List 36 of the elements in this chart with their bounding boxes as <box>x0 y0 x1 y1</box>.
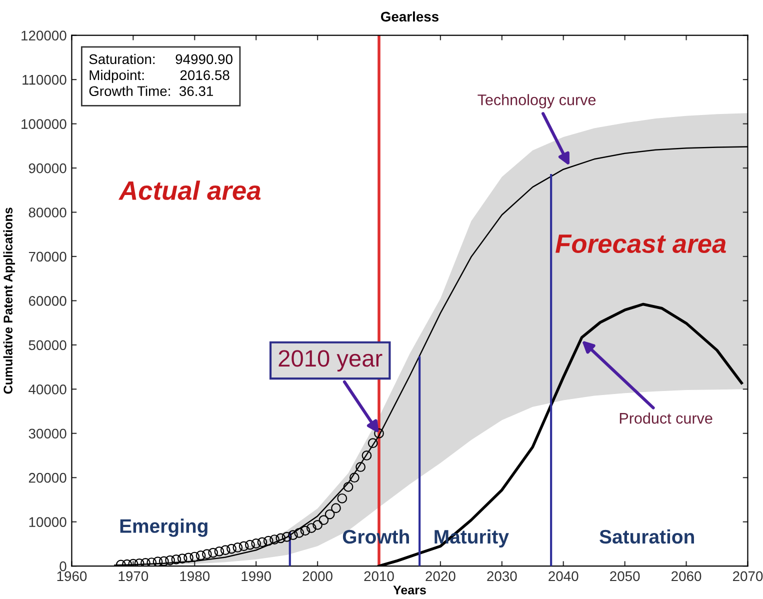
y-tick-label: 110000 <box>22 74 66 85</box>
y-tick-label: 100000 <box>22 119 66 129</box>
y-tick-label: 60000 <box>28 296 66 306</box>
annotation: Product curve <box>620 412 712 424</box>
annotation: Technology curve <box>478 94 596 108</box>
x-tick-label: 2030 <box>487 571 517 582</box>
y-tick-label: 70000 <box>28 252 66 262</box>
annotation: Saturation <box>600 529 694 544</box>
y-axis-title: Cumulative Patent Applications <box>3 208 15 394</box>
x-tick-label: 1960 <box>57 571 87 582</box>
y-tick-label: 40000 <box>28 384 66 394</box>
x-axis-title: Years <box>393 586 426 594</box>
annotation: Emerging <box>120 518 208 537</box>
annotation: Forecast area <box>556 234 726 254</box>
x-tick-label: 2060 <box>672 571 702 582</box>
x-tick-label: 2020 <box>426 571 456 582</box>
y-tick-label: 10000 <box>29 517 66 527</box>
y-tick-label: 0 <box>60 561 66 572</box>
x-tick-label: 2000 <box>302 571 332 582</box>
y-tick-label: 50000 <box>28 340 66 350</box>
x-tick-label: 2050 <box>610 571 640 582</box>
y-tick-label: 120000 <box>22 30 66 41</box>
x-tick-label: 1980 <box>180 571 210 582</box>
x-tick-label: 1970 <box>118 571 148 582</box>
annotation: 2010 year <box>278 350 382 372</box>
x-tick-label: 1990 <box>242 571 271 582</box>
y-tick-label: 30000 <box>28 428 66 439</box>
x-tick-label: 2070 <box>732 571 763 582</box>
x-tick-label: 2040 <box>548 571 578 582</box>
annotation: Saturation: 94990.90 Midpoint: 2016.58 Growth Time: 36.31 <box>89 54 232 96</box>
annotation: Actual area <box>118 180 261 200</box>
y-tick-label: 90000 <box>28 163 66 174</box>
x-tick-label: 2010 <box>364 571 394 582</box>
chart-title: Gearless <box>380 11 439 22</box>
y-tick-label: 80000 <box>28 208 66 218</box>
y-tick-label: 20000 <box>28 472 66 483</box>
